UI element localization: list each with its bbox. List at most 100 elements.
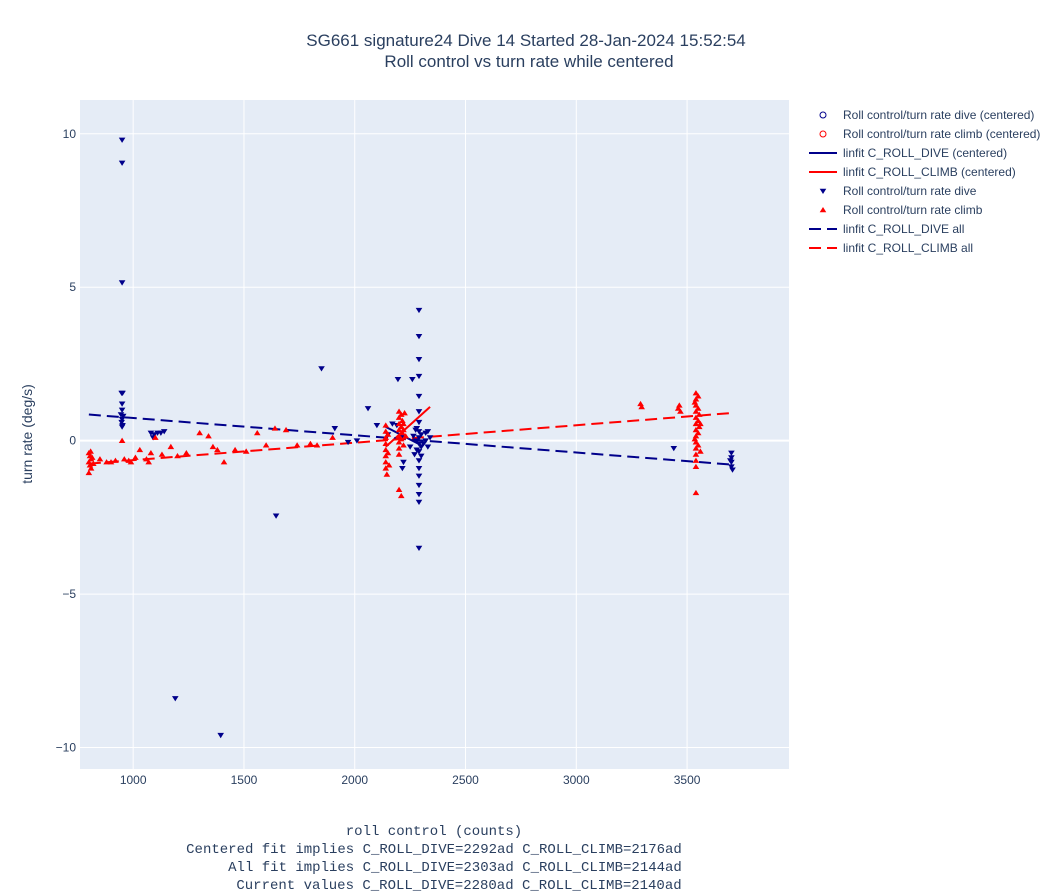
climb-point bbox=[395, 414, 403, 420]
climb-point bbox=[692, 420, 700, 427]
legend-label: Roll control/turn rate climb (centered) bbox=[843, 127, 1040, 141]
y-tick-label: 0 bbox=[69, 434, 76, 448]
dive-point bbox=[415, 307, 423, 314]
climb-point bbox=[400, 442, 407, 448]
climb-point bbox=[674, 405, 682, 411]
legend-triangle-up-icon bbox=[819, 207, 827, 213]
legend-item[interactable]: linfit C_ROLL_DIVE (centered) bbox=[809, 146, 1007, 160]
legend-item[interactable]: Roll control/turn rate dive bbox=[819, 184, 977, 198]
climb-point bbox=[382, 465, 390, 471]
climb-point bbox=[397, 411, 405, 417]
legend-triangle-down-icon bbox=[819, 188, 827, 194]
dive-point bbox=[118, 424, 126, 430]
climb-point bbox=[692, 426, 700, 433]
climb-point bbox=[402, 433, 409, 439]
climb-point bbox=[697, 420, 704, 427]
dive-point bbox=[424, 444, 432, 450]
legend-label: linfit C_ROLL_DIVE all bbox=[843, 222, 964, 236]
fit-line bbox=[385, 406, 431, 448]
legend-item[interactable]: Roll control/turn rate climb (centered) bbox=[819, 127, 1040, 141]
climb-point bbox=[87, 465, 95, 471]
dive-point bbox=[415, 357, 423, 363]
climb-point bbox=[694, 405, 702, 411]
legend[interactable]: Roll control/turn rate dive (centered) Ro… bbox=[809, 108, 1040, 255]
dive-point bbox=[119, 390, 126, 397]
dive-point bbox=[415, 409, 423, 415]
legend-item[interactable]: linfit C_ROLL_DIVE all bbox=[809, 222, 964, 236]
dive-point bbox=[415, 458, 423, 464]
dive-point bbox=[415, 482, 423, 489]
climb-point bbox=[395, 420, 403, 427]
dive-point bbox=[422, 438, 429, 444]
dive-point bbox=[415, 393, 423, 400]
dive-point bbox=[409, 376, 416, 383]
climb-point bbox=[145, 459, 152, 465]
dive-point bbox=[147, 430, 155, 436]
dive-point bbox=[217, 732, 224, 739]
legend-item[interactable]: Roll control/turn rate dive (centered) bbox=[819, 108, 1034, 122]
climb-point bbox=[242, 448, 250, 454]
legend-item[interactable]: Roll control/turn rate climb bbox=[819, 203, 983, 217]
climb-point bbox=[400, 420, 407, 427]
dive-point bbox=[119, 413, 127, 420]
legend-label: Roll control/turn rate climb bbox=[843, 203, 983, 217]
data-points bbox=[85, 137, 736, 739]
climb-point bbox=[382, 453, 390, 459]
climb-point bbox=[88, 454, 96, 460]
dive-point bbox=[118, 419, 125, 426]
dive-point bbox=[118, 401, 126, 407]
plot-area[interactable] bbox=[80, 100, 789, 769]
climb-point bbox=[692, 408, 700, 414]
dive-point bbox=[118, 280, 126, 286]
climb-point bbox=[183, 449, 190, 456]
y-tick-labels: −10 −5 0 5 10 bbox=[56, 127, 77, 755]
climb-point bbox=[382, 422, 390, 428]
climb-point bbox=[692, 402, 700, 408]
climb-point bbox=[382, 440, 390, 447]
y-tick-label: −5 bbox=[62, 587, 76, 601]
dive-point bbox=[331, 426, 339, 432]
climb-point bbox=[638, 403, 645, 410]
dive-point bbox=[415, 429, 423, 435]
climb-point bbox=[307, 440, 314, 447]
chart-title-line-1: SG661 signature24 Dive 14 Started 28-Jan… bbox=[306, 31, 745, 50]
legend-label: linfit C_ROLL_CLIMB all bbox=[843, 241, 973, 255]
legend-label: linfit C_ROLL_CLIMB (centered) bbox=[843, 165, 1016, 179]
dive-point bbox=[415, 419, 423, 426]
climb-point bbox=[395, 445, 403, 451]
dive-point bbox=[670, 445, 678, 452]
climb-point bbox=[694, 393, 702, 399]
climb-point bbox=[293, 442, 301, 448]
legend-item[interactable]: linfit C_ROLL_CLIMB all bbox=[809, 241, 973, 255]
climb-point bbox=[384, 449, 392, 456]
climb-point bbox=[158, 451, 166, 457]
x-tick-label: 1000 bbox=[120, 773, 147, 787]
climb-point bbox=[400, 426, 407, 433]
climb-point bbox=[253, 429, 261, 436]
climb-point bbox=[692, 489, 700, 496]
dive-point bbox=[412, 427, 419, 433]
climb-point bbox=[401, 410, 408, 416]
dive-point bbox=[413, 438, 421, 444]
x-tick-label: 1500 bbox=[231, 773, 258, 787]
dive-point bbox=[426, 435, 434, 441]
climb-point bbox=[262, 442, 270, 448]
climb-point bbox=[382, 459, 390, 465]
climb-point bbox=[127, 459, 135, 465]
climb-point bbox=[677, 408, 684, 414]
climb-point bbox=[132, 454, 139, 460]
climb-point bbox=[694, 429, 702, 436]
y-tick-label: 10 bbox=[63, 127, 77, 141]
legend-item[interactable]: linfit C_ROLL_CLIMB (centered) bbox=[809, 165, 1016, 179]
climb-point bbox=[282, 426, 290, 433]
dive-point bbox=[157, 430, 165, 436]
climb-point bbox=[695, 423, 703, 430]
climb-point bbox=[694, 442, 702, 448]
dive-point bbox=[272, 513, 280, 519]
dive-point bbox=[118, 407, 126, 413]
climb-point bbox=[692, 451, 700, 457]
dive-point bbox=[415, 441, 423, 447]
x-axis-title-line-2: Centered fit implies C_ROLL_DIVE=2292ad … bbox=[186, 842, 682, 858]
climb-point bbox=[209, 443, 217, 450]
dive-point bbox=[410, 433, 417, 440]
